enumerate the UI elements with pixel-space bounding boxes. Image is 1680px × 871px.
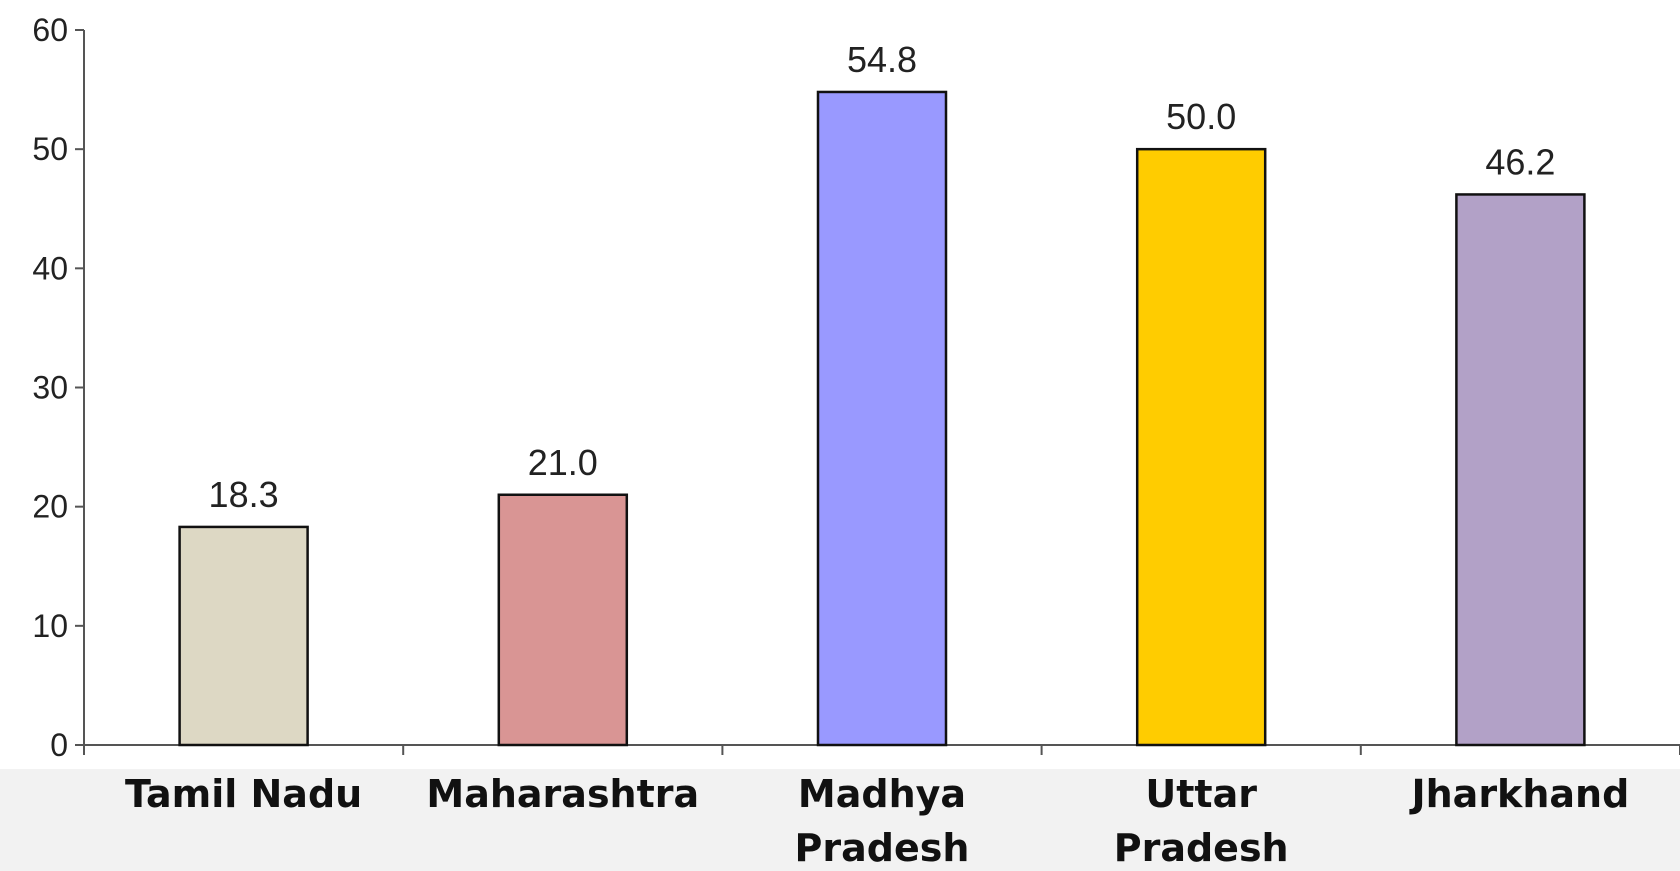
value-label: 18.3 [209, 474, 279, 515]
bar [1455, 193, 1586, 747]
bar [178, 525, 309, 747]
y-tick-label: 10 [32, 608, 68, 644]
bar [497, 493, 629, 747]
y-tick-label: 50 [32, 131, 68, 167]
value-label: 21.0 [528, 442, 598, 483]
y-tick-label: 20 [32, 489, 68, 525]
x-tick-label: Tamil Nadu [124, 772, 363, 816]
value-label: 46.2 [1485, 141, 1555, 182]
y-tick-label: 60 [32, 12, 68, 48]
bar [1135, 147, 1267, 747]
bar [816, 90, 948, 747]
x-tick-label: Madhya Pradesh [794, 772, 970, 870]
x-tick-label: Jharkhand [1411, 772, 1630, 816]
x-tick-label: Uttar Pradesh [1113, 772, 1289, 870]
y-tick-label: 0 [50, 727, 68, 763]
value-label: 54.8 [847, 39, 917, 80]
y-tick-label: 40 [32, 250, 68, 286]
y-tick-label: 30 [32, 370, 68, 406]
label-band [0, 769, 1680, 871]
value-label: 50.0 [1166, 96, 1236, 137]
x-tick-label: Maharashtra [426, 772, 700, 816]
